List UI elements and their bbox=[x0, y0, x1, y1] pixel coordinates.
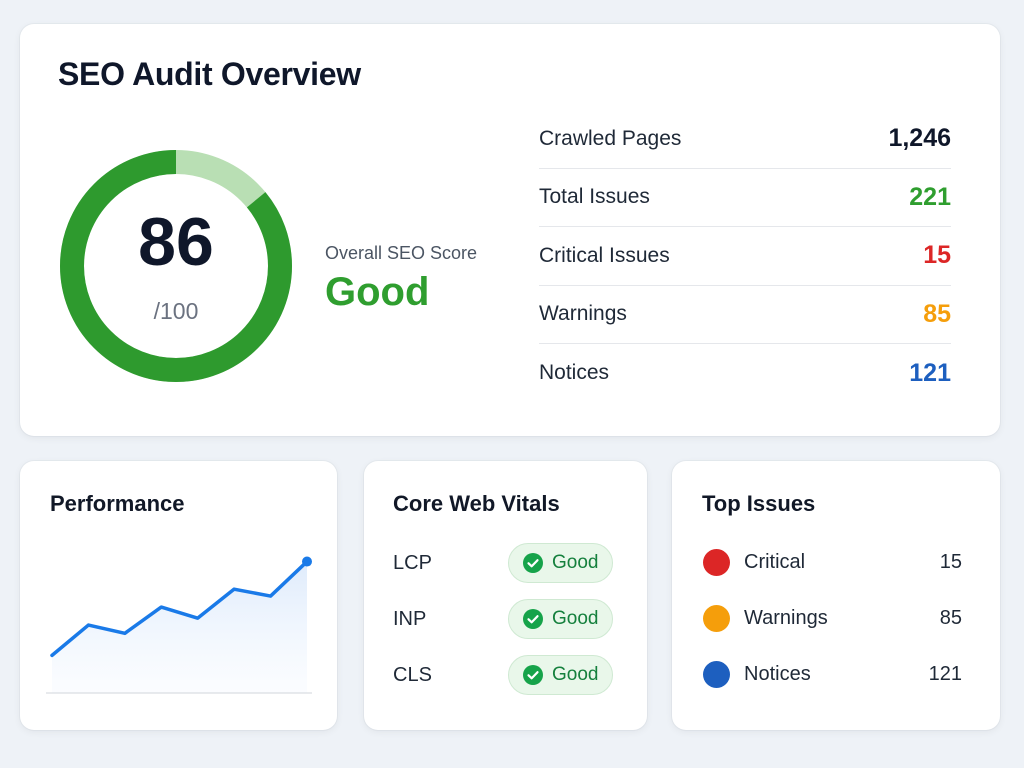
performance-chart bbox=[46, 556, 312, 694]
stat-row-total-issues: Total Issues 221 bbox=[539, 169, 951, 227]
performance-line bbox=[50, 559, 309, 658]
stat-row-critical-issues: Critical Issues 15 bbox=[539, 227, 951, 286]
critical-dot-icon bbox=[703, 549, 730, 576]
issue-label: Critical bbox=[744, 551, 806, 573]
vital-label: INP bbox=[393, 608, 427, 630]
status-badge: Good bbox=[508, 543, 613, 583]
core-web-vitals-card: Core Web Vitals LCP Good INP Good CLS bbox=[364, 461, 647, 730]
check-icon bbox=[523, 553, 543, 573]
notice-dot-icon bbox=[703, 661, 730, 688]
vital-row-inp: INP Good bbox=[393, 599, 618, 639]
issue-label: Notices bbox=[744, 663, 811, 685]
issue-row-warnings: Warnings 85 bbox=[702, 603, 962, 633]
score-gauge bbox=[60, 150, 292, 382]
vital-label: LCP bbox=[393, 552, 432, 574]
score-value: 86 bbox=[138, 204, 214, 280]
stat-label: Crawled Pages bbox=[539, 126, 682, 150]
performance-endpoint bbox=[302, 556, 312, 567]
issue-count: 85 bbox=[939, 607, 962, 629]
check-icon bbox=[523, 609, 543, 629]
page-title: SEO Audit Overview bbox=[58, 56, 361, 92]
core-web-vitals-title: Core Web Vitals bbox=[393, 491, 560, 516]
stat-row-crawled-pages: Crawled Pages 1,246 bbox=[539, 110, 951, 169]
stat-row-warnings: Warnings 85 bbox=[539, 286, 951, 344]
issue-label: Warnings bbox=[744, 607, 828, 629]
score-label: Overall SEO Score bbox=[325, 243, 478, 263]
stat-value: 1,246 bbox=[888, 124, 951, 153]
stat-row-notices: Notices 121 bbox=[539, 344, 951, 403]
vital-row-lcp: LCP Good bbox=[393, 543, 618, 583]
seo-overview-card: SEO Audit Overview 86 /100 Overall SEO S… bbox=[20, 24, 1000, 436]
issue-count: 15 bbox=[939, 551, 962, 573]
performance-card: Performance bbox=[20, 461, 337, 730]
issue-row-notices: Notices 121 bbox=[702, 659, 962, 689]
status-text: Good bbox=[552, 664, 599, 685]
status-badge: Good bbox=[508, 655, 613, 695]
stat-value: 121 bbox=[909, 358, 951, 387]
vital-row-cls: CLS Good bbox=[393, 655, 618, 695]
issue-count: 121 bbox=[928, 663, 962, 685]
vital-label: CLS bbox=[393, 664, 432, 686]
gauge-progress bbox=[60, 150, 292, 382]
warning-dot-icon bbox=[703, 605, 730, 632]
stat-label: Notices bbox=[539, 361, 610, 385]
check-icon bbox=[523, 665, 543, 685]
stat-value: 221 bbox=[909, 182, 951, 211]
status-badge: Good bbox=[508, 599, 613, 639]
performance-title: Performance bbox=[50, 491, 185, 516]
score-max: /100 bbox=[153, 298, 199, 324]
stats-list: Crawled Pages 1,246 Total Issues 221 Cri… bbox=[539, 110, 951, 403]
status-text: Good bbox=[552, 552, 599, 573]
stat-label: Warnings bbox=[539, 302, 627, 326]
stat-label: Critical Issues bbox=[539, 243, 670, 267]
top-issues-title: Top Issues bbox=[702, 491, 816, 516]
top-issues-card: Top Issues Critical 15 Warnings 85 Notic… bbox=[672, 461, 1000, 730]
status-text: Good bbox=[552, 608, 599, 629]
score-rating: Good bbox=[325, 270, 430, 314]
issue-row-critical: Critical 15 bbox=[702, 547, 962, 577]
stat-label: Total Issues bbox=[539, 185, 650, 209]
stat-value: 85 bbox=[923, 299, 951, 328]
stat-value: 15 bbox=[923, 241, 951, 270]
performance-area bbox=[52, 561, 307, 693]
